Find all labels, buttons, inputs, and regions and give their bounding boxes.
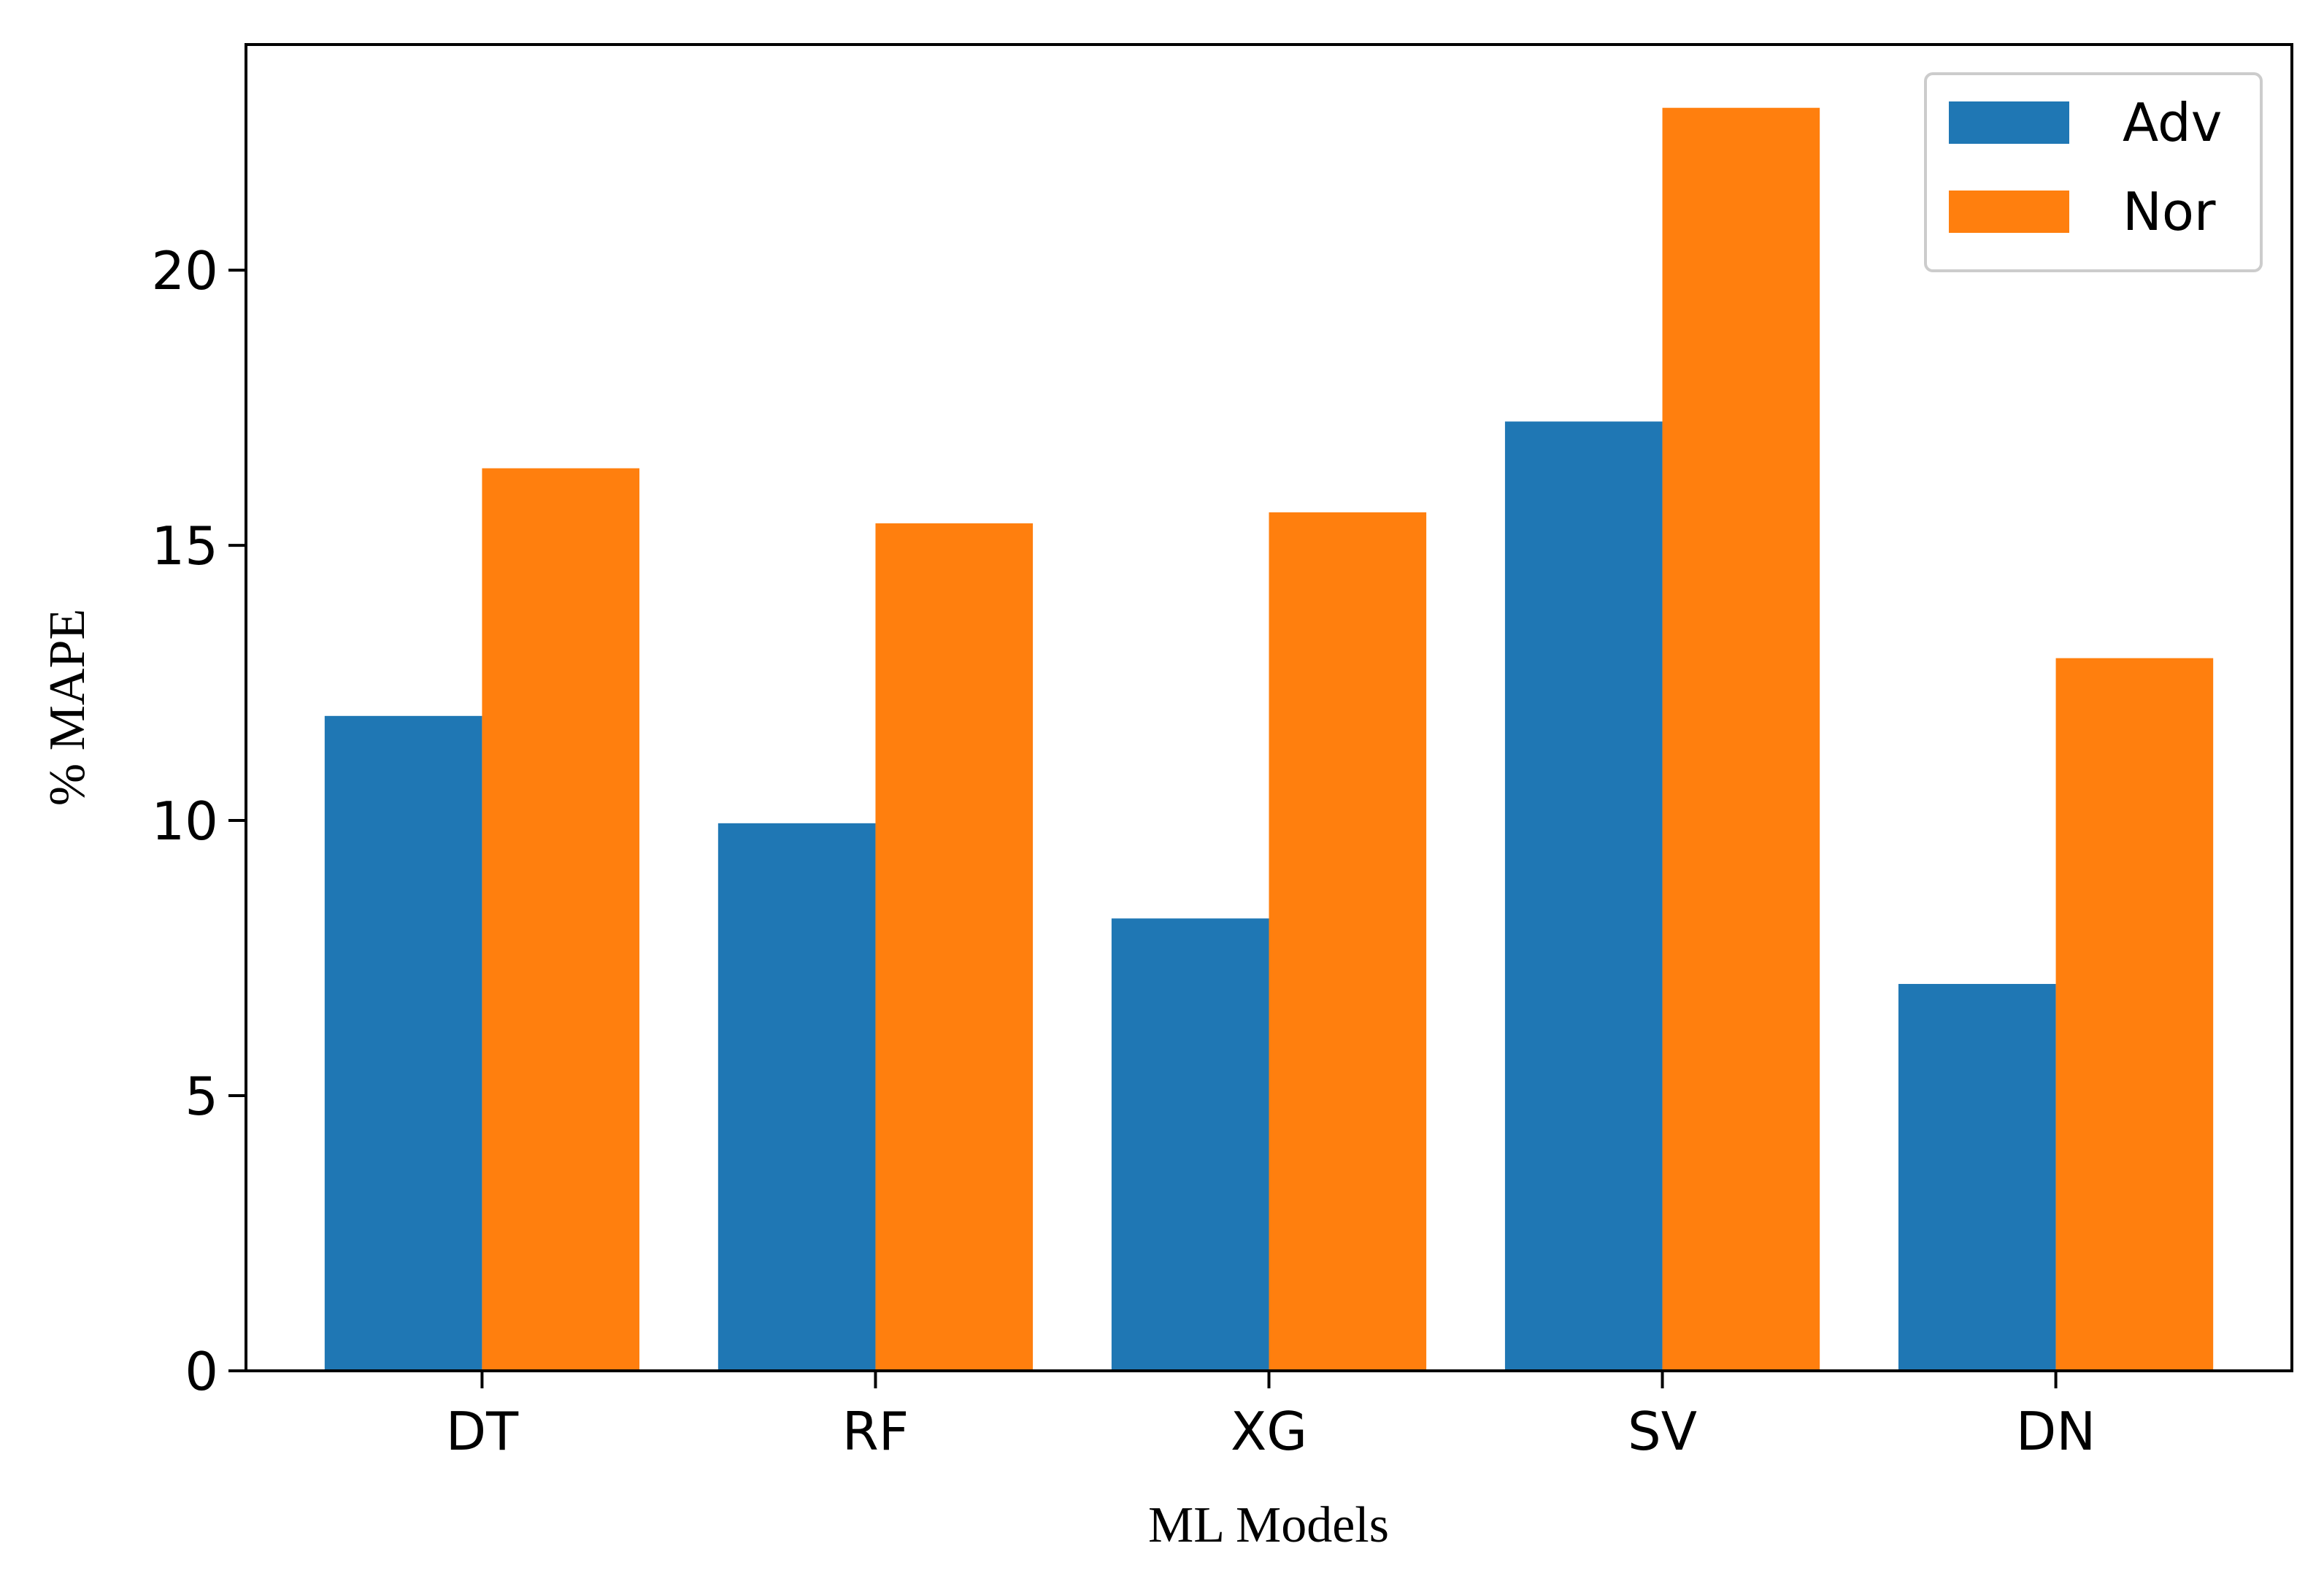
x-tick-label: DN (2016, 1401, 2096, 1462)
x-tick-label: DT (446, 1401, 519, 1462)
bar-nor-rf (875, 523, 1034, 1371)
bar-nor-dn (2055, 658, 2214, 1371)
bar-adv-xg (1111, 918, 1269, 1371)
bar-adv-rf (717, 823, 876, 1371)
bar-adv-dn (1898, 983, 2056, 1371)
y-tick-label: 5 (185, 1066, 218, 1127)
x-tick-label: XG (1231, 1401, 1307, 1462)
legend-swatch-nor (1949, 191, 2069, 233)
legend-label-nor: Nor (2123, 181, 2216, 242)
x-tick-label: RF (842, 1401, 909, 1462)
x-axis-title: ML Models (1148, 1497, 1389, 1553)
legend-swatch-adv (1949, 101, 2069, 144)
y-tick-label: 20 (151, 240, 218, 301)
legend-label-adv: Adv (2123, 92, 2222, 153)
bar-nor-xg (1269, 512, 1427, 1372)
bar-adv-dt (324, 715, 482, 1371)
y-axis-title: % MAPE (39, 609, 96, 806)
bar-nor-dt (482, 468, 640, 1371)
x-axis: DT RF XG SV DN (446, 1371, 2096, 1462)
y-tick-label: 15 (151, 515, 218, 577)
x-tick-label: SV (1628, 1401, 1697, 1462)
legend: Adv Nor (1924, 72, 2263, 272)
y-axis: 0 5 10 15 20 (151, 240, 246, 1402)
bars-group (324, 107, 2214, 1372)
plot-frame (245, 43, 2293, 1372)
bar-adv-sv (1504, 421, 1663, 1371)
y-tick-label: 10 (151, 791, 218, 852)
bar-nor-sv (1662, 107, 1820, 1371)
y-tick-label: 0 (185, 1341, 218, 1402)
